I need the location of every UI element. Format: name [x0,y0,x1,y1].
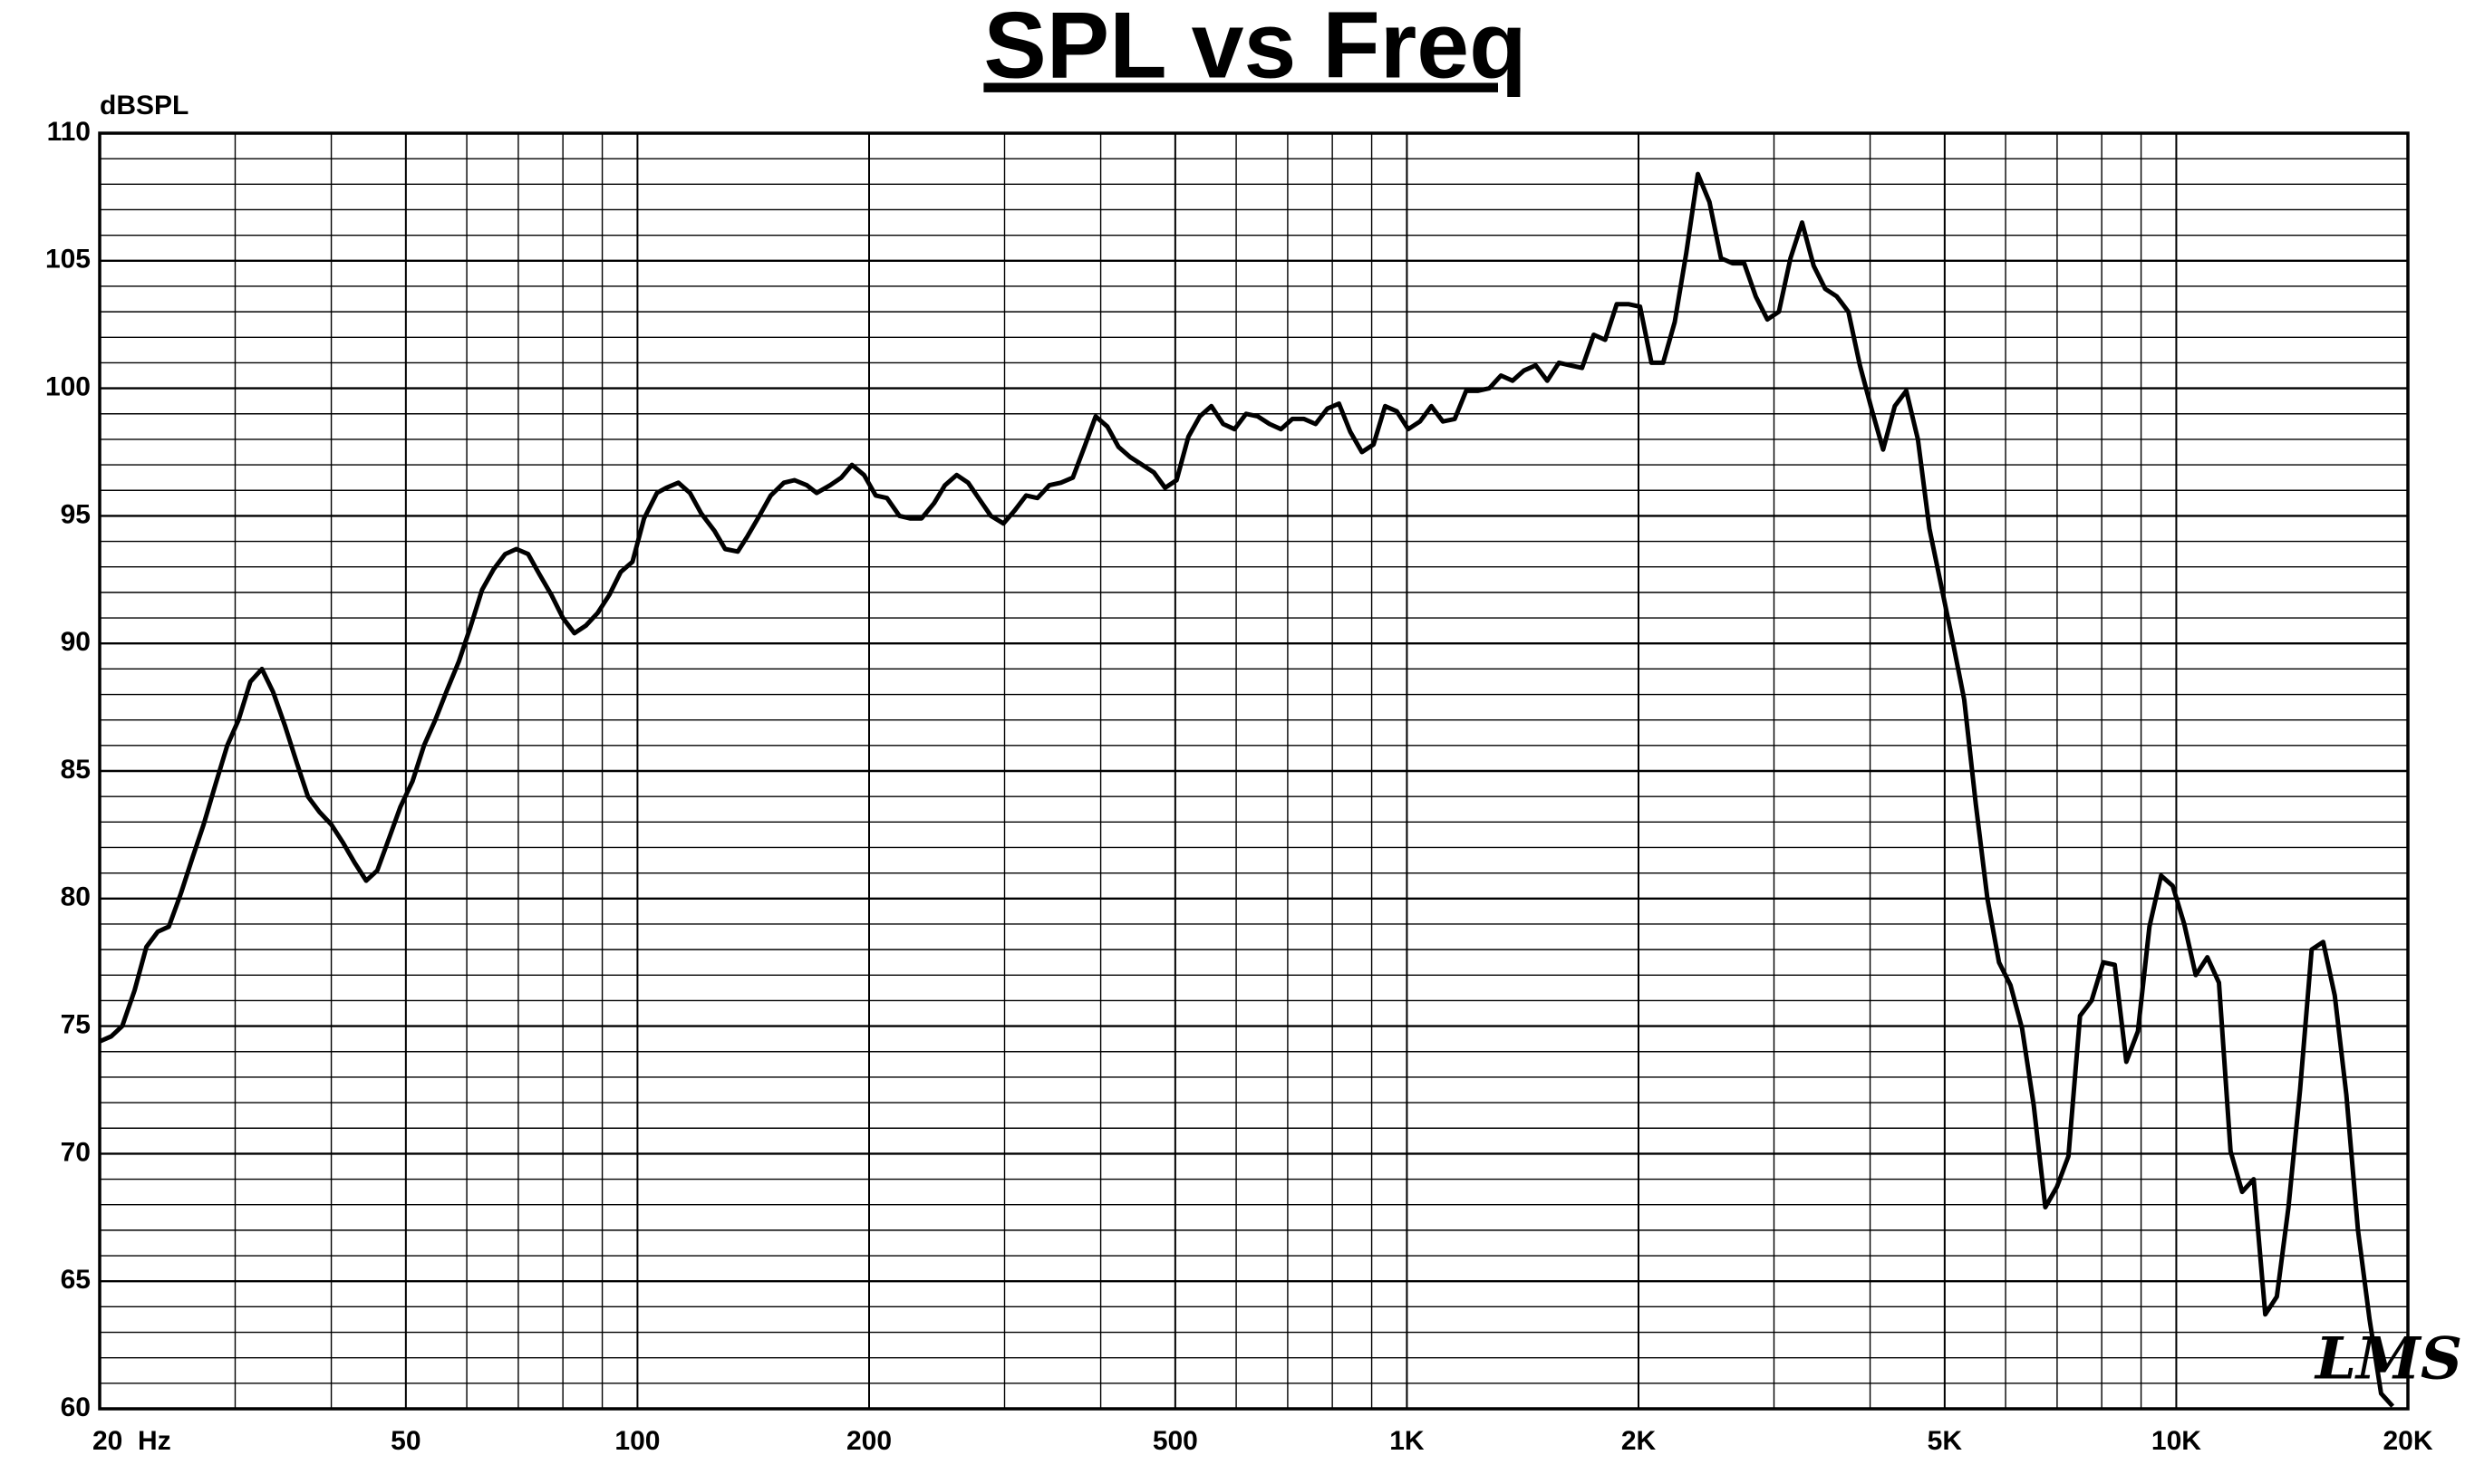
x-tick-label: 20 Hz [92,1426,171,1456]
x-tick-label: 5K [1928,1426,1963,1456]
y-tick-label: 95 [61,499,91,529]
x-tick-label: 20K [2383,1426,2432,1456]
y-tick-label: 65 [61,1265,91,1295]
y-axis-label: dBSPL [100,91,188,120]
y-tick-label: 70 [61,1137,91,1167]
plot-border [98,131,2410,1411]
x-tick-label: 2K [1621,1426,1657,1456]
y-tick-label: 100 [45,372,91,402]
chart-title: SPL vs Freq [983,0,1526,98]
x-tick-label: 1K [1389,1426,1425,1456]
watermark: LMS [2314,1325,2462,1393]
y-tick-label: 60 [61,1392,91,1422]
y-tick-label: 85 [61,755,91,785]
y-tick-label: 90 [61,627,91,657]
y-tick-label: 80 [61,882,91,912]
y-tick-label: 75 [61,1010,91,1040]
spl-curve [98,171,2395,1408]
x-tick-label: 50 [391,1426,420,1456]
x-tick-label: 100 [614,1426,660,1456]
y-tick-label: 105 [45,245,91,275]
x-tick-label: 200 [846,1426,892,1456]
y-tick-label: 110 [47,117,91,147]
x-tick-label: 10K [2151,1426,2201,1456]
x-tick-label: 500 [1153,1426,1198,1456]
